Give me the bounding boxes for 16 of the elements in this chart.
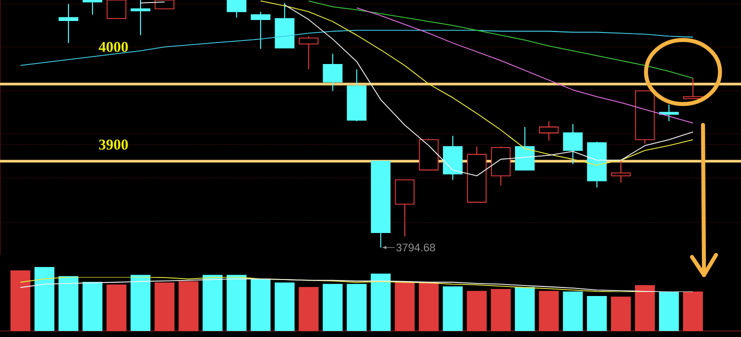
candlestick: [250, 11, 270, 50]
candlestick: [82, 0, 102, 16]
candlestick: [130, 0, 150, 36]
annotation: 3794.68: [396, 244, 436, 252]
line-series: [260, 0, 694, 166]
candlestick: [298, 36, 318, 70]
y-tick-label: 4000: [98, 42, 128, 52]
candlestick: [322, 53, 342, 92]
candlestick: [611, 160, 631, 184]
candlestick: [563, 124, 583, 165]
candlestick: [226, 0, 246, 18]
candlestick: [515, 126, 535, 170]
y-tick-label: 3900: [99, 140, 128, 150]
candlestick: [58, 3, 78, 44]
candlestick: [659, 104, 679, 122]
candlestick: [539, 120, 559, 142]
